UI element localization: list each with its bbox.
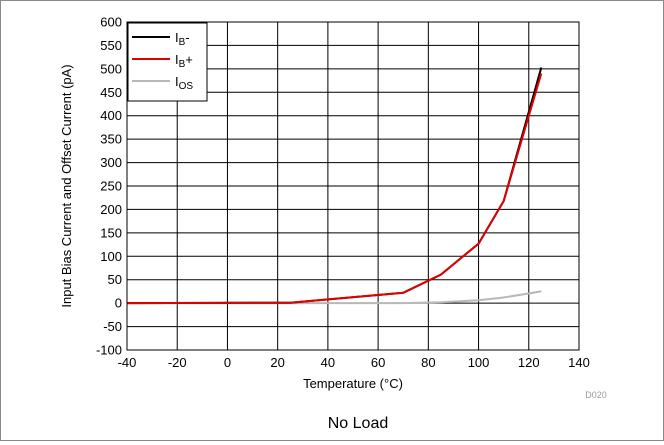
y-tick-label: -50 [103,319,122,334]
x-tick-label: 20 [270,355,284,370]
x-axis-label: Temperature (°C) [303,376,403,391]
series-line-ib [126,73,543,305]
y-tick-label: 100 [100,249,122,264]
y-tick-label: 300 [100,155,122,170]
y-tick-label: -100 [96,343,122,358]
y-tick-label: 150 [100,225,122,240]
plot-border [126,21,580,351]
series-line-ios [127,290,542,305]
y-tick-label: 600 [100,15,122,30]
x-tick-label: 40 [321,355,335,370]
y-tick-label: 50 [108,272,122,287]
legend-label-ios: IOS [175,74,193,92]
x-tick-label: 140 [568,355,590,370]
legend-box [127,22,208,102]
x-tick-label: -20 [168,355,187,370]
x-tick-label: 60 [371,355,385,370]
y-tick-label: 0 [115,296,122,311]
x-tick-label: 0 [224,355,231,370]
y-tick-label: 500 [100,61,122,76]
figure-id: D020 [585,390,607,400]
caption: No Load [328,415,389,432]
y-tick-label: 550 [100,38,122,53]
y-tick-label: 200 [100,202,122,217]
x-tick-label: -40 [118,355,137,370]
x-tick-labels: -40 -20 0 20 40 60 80 100 120 140 [118,355,590,370]
legend-label-ib: IB+ [175,52,193,70]
legend: IB- IB+ IOS [127,22,208,102]
legend-label-ib: IB- [175,30,190,48]
y-axis-label: Input Bias Current and Offset Current (p… [59,64,74,307]
x-tick-label: 100 [468,355,490,370]
series-lines [126,67,543,305]
y-tick-label: 400 [100,108,122,123]
y-tick-label: 350 [100,132,122,147]
series-line-ib [126,67,543,305]
x-tick-label: 120 [518,355,540,370]
y-tick-label: 250 [100,179,122,194]
y-tick-label: 450 [100,85,122,100]
y-tick-labels: -100 -50 0 50 100 150 200 250 300 350 400 450 500 550… [96,15,122,358]
x-tick-label: 80 [421,355,435,370]
